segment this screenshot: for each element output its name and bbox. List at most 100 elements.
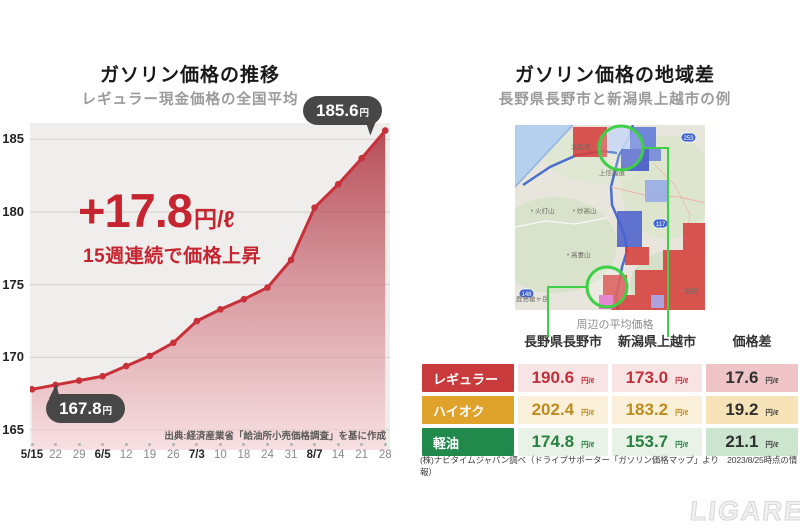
x-axis-item: 31 — [276, 443, 306, 461]
y-axis-label: 175 — [2, 276, 24, 292]
y-axis-label: 185 — [2, 131, 24, 147]
x-axis-item: 19 — [135, 443, 165, 461]
table-corner-spacer — [422, 332, 514, 350]
mountain-marker-dot — [531, 209, 533, 212]
price-unit: 円/ℓ — [765, 376, 779, 385]
x-axis-item: 24 — [253, 443, 283, 461]
price-diff-value: 17.6 — [725, 368, 759, 387]
map-place-label: 鹿島槍ヶ岳 — [516, 294, 549, 303]
price-value: 173.0 — [625, 368, 669, 387]
x-axis-item: 22 — [41, 443, 71, 461]
map-place-label: 上信越道 — [599, 168, 626, 177]
blue-price-square — [630, 127, 656, 149]
tick-dot — [360, 443, 364, 446]
start-value-unit: 円 — [102, 406, 113, 417]
left-chart-title: ガソリン価格の推移 — [99, 65, 280, 86]
data-point — [99, 372, 106, 380]
tick-dot — [148, 443, 152, 446]
price-unit: 円/ℓ — [675, 440, 689, 449]
fuel-type-label: ハイオク — [422, 396, 514, 424]
price-diff-value: 19.2 — [725, 400, 759, 419]
data-point — [170, 339, 177, 347]
tick-dot — [171, 443, 175, 446]
red-price-square — [625, 247, 649, 265]
right-panel-title: ガソリン価格の地域差 — [514, 65, 715, 86]
left-chart-subtitle: レギュラー現金価格の全国平均 — [81, 92, 299, 108]
price-value: 183.2 — [625, 400, 669, 419]
x-axis-label: 19 — [143, 449, 157, 461]
x-axis-item: 12 — [111, 443, 141, 461]
price-value-cell: 174.8 円/ℓ — [518, 428, 608, 456]
mountain-marker-dot — [573, 209, 575, 212]
tick-dot — [266, 443, 269, 446]
price-diff-value: 21.1 — [725, 432, 759, 451]
data-source-footnote: (株)ナビタイムジャパン調べ（ドライブサポーター「ガソリン価格マップ」より 20… — [420, 455, 798, 477]
data-point — [75, 377, 83, 384]
red-price-square — [683, 223, 705, 251]
map-place-label: 高妻山 — [571, 250, 591, 259]
data-point — [264, 284, 271, 291]
mountain-marker-dot — [567, 253, 569, 256]
data-point — [334, 181, 342, 188]
tick-dot — [124, 443, 128, 446]
purple-price-square — [651, 295, 664, 308]
delta-value: +17.8 — [78, 184, 193, 237]
price-unit: 円/ℓ — [581, 376, 595, 385]
map-place-label: 火打山 — [535, 206, 555, 215]
x-axis-label: 7/3 — [188, 449, 205, 461]
map-place-label: 白馬 — [685, 286, 699, 295]
price-value-cell: 202.4 円/ℓ — [518, 396, 608, 424]
price-value: 174.8 — [531, 432, 575, 451]
data-point — [217, 306, 224, 313]
start-value: 167.8 — [59, 398, 102, 418]
gas-price-map: 253 117 148 北陸道 上信越道 火打山 妙高山 高妻山 鹿島槍ヶ岳 白馬 — [515, 125, 705, 310]
table-column-header: 新潟県上越市 — [617, 334, 696, 349]
x-axis-item: 10 — [205, 443, 235, 461]
x-axis-label: 29 — [72, 449, 86, 461]
x-axis-label: 8/7 — [306, 449, 323, 461]
x-axis-item: 26 — [158, 443, 188, 461]
regional-price-table: 長野県長野市 新潟県上越市 価格差 レギュラー 190.6 円/ℓ 173.0 円/ℓ 17.6… — [422, 332, 798, 456]
delta-unit: 円/ℓ — [193, 206, 235, 232]
red-price-square — [663, 250, 705, 310]
price-value-cell: 173.0 円/ℓ — [612, 364, 702, 392]
blue-price-square — [608, 127, 630, 151]
price-value-cell: 153.7 円/ℓ — [612, 428, 702, 456]
price-value: 190.6 — [531, 368, 575, 387]
price-diff-cell: 17.6 円/ℓ — [706, 364, 798, 392]
price-value-cell: 190.6 円/ℓ — [518, 364, 608, 392]
ligare-watermark: LIGARE — [688, 496, 800, 527]
start-value-callout: 167.8 円 — [45, 383, 126, 423]
x-axis-item: 6/5 — [88, 443, 118, 461]
price-diff-cell: 19.2 円/ℓ — [706, 396, 798, 424]
x-axis-label: 6/5 — [94, 449, 111, 461]
data-point — [358, 154, 366, 162]
x-axis: 5/15 22 29 6/5 12 19 26 7/3 10 18 24 31 8/7 14 21 28 — [21, 443, 392, 471]
y-axis-label: 170 — [2, 349, 24, 365]
x-axis-label: 10 — [213, 449, 227, 461]
x-axis-item: 28 — [370, 443, 400, 461]
y-axis-label: 165 — [2, 422, 24, 437]
chart-source-note: 出典:経済産業省「給油所小売価格調査」を基に作成 — [164, 431, 386, 442]
end-value: 185.6 — [316, 100, 359, 120]
x-axis-item: 5/15 — [17, 443, 47, 461]
tick-dot — [313, 443, 317, 446]
end-value-callout: 185.6 円 — [303, 96, 383, 136]
road-shield-icon — [680, 132, 697, 143]
tick-dot — [54, 443, 58, 446]
fuel-type-label: 軽油 — [422, 428, 514, 456]
data-point — [146, 352, 154, 360]
price-unit: 円/ℓ — [765, 440, 779, 449]
price-unit: 円/ℓ — [581, 408, 595, 417]
price-unit: 円/ℓ — [675, 408, 689, 417]
data-point — [240, 295, 248, 303]
road-shield-number: 253 — [683, 136, 694, 142]
price-unit: 円/ℓ — [765, 408, 779, 417]
price-line — [31, 129, 387, 391]
x-axis-label: 21 — [355, 449, 369, 461]
x-axis-label: 18 — [237, 449, 251, 461]
price-increase-headline: +17.8 円/ℓ 15週連続で価格上昇 — [78, 183, 261, 268]
